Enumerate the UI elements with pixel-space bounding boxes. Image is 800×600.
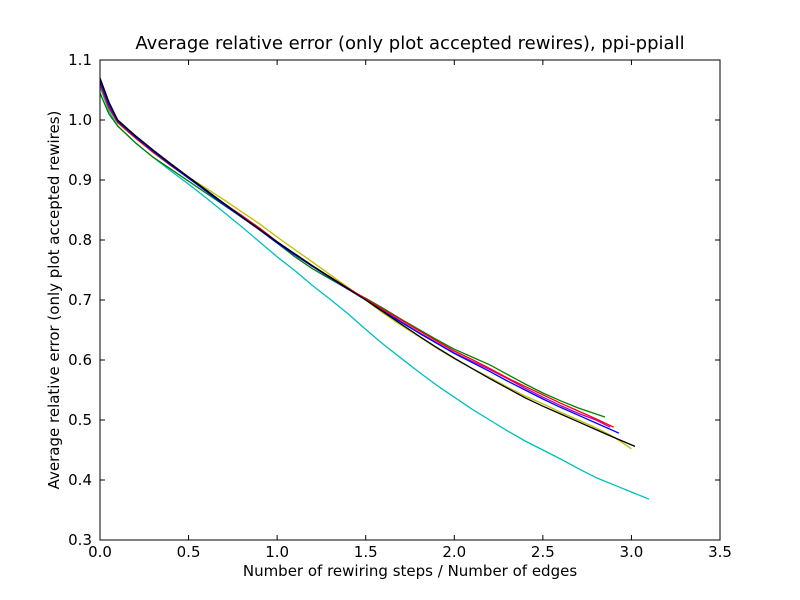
y-tick-label: 1.0 xyxy=(68,111,92,129)
y-tick-label: 0.8 xyxy=(68,231,92,249)
x-axis-label: Number of rewiring steps / Number of edg… xyxy=(243,562,577,580)
x-tick-label: 3.0 xyxy=(619,543,643,561)
x-tick-label: 2.0 xyxy=(442,543,466,561)
series-line-7 xyxy=(99,77,636,447)
y-tick-label: 0.5 xyxy=(68,411,92,429)
y-tick-label: 0.6 xyxy=(68,351,92,369)
x-axis: 0.0 0.5 1.0 1.5 2.0 2.5 3.0 3.5 xyxy=(88,60,732,561)
x-tick-label: 3.5 xyxy=(708,543,732,561)
y-tick-label: 1.1 xyxy=(68,51,92,69)
x-tick-label: 1.5 xyxy=(354,543,378,561)
plot-area xyxy=(100,60,720,540)
series-group xyxy=(99,77,650,500)
y-axis: 0.3 0.4 0.5 0.6 0.7 0.8 0.9 1.0 1.1 xyxy=(68,51,720,549)
y-tick-label: 0.9 xyxy=(68,171,92,189)
series-line-1 xyxy=(99,86,650,500)
x-tick-label: 0.0 xyxy=(88,543,112,561)
y-axis-label: Average relative error (only plot accept… xyxy=(45,111,63,490)
chart-title: Average relative error (only plot accept… xyxy=(135,33,684,54)
x-tick-label: 0.5 xyxy=(177,543,201,561)
y-tick-label: 0.3 xyxy=(68,531,92,549)
x-tick-label: 2.5 xyxy=(531,543,555,561)
y-tick-label: 0.7 xyxy=(68,291,92,309)
y-tick-label: 0.4 xyxy=(68,471,92,489)
x-tick-label: 1.0 xyxy=(265,543,289,561)
